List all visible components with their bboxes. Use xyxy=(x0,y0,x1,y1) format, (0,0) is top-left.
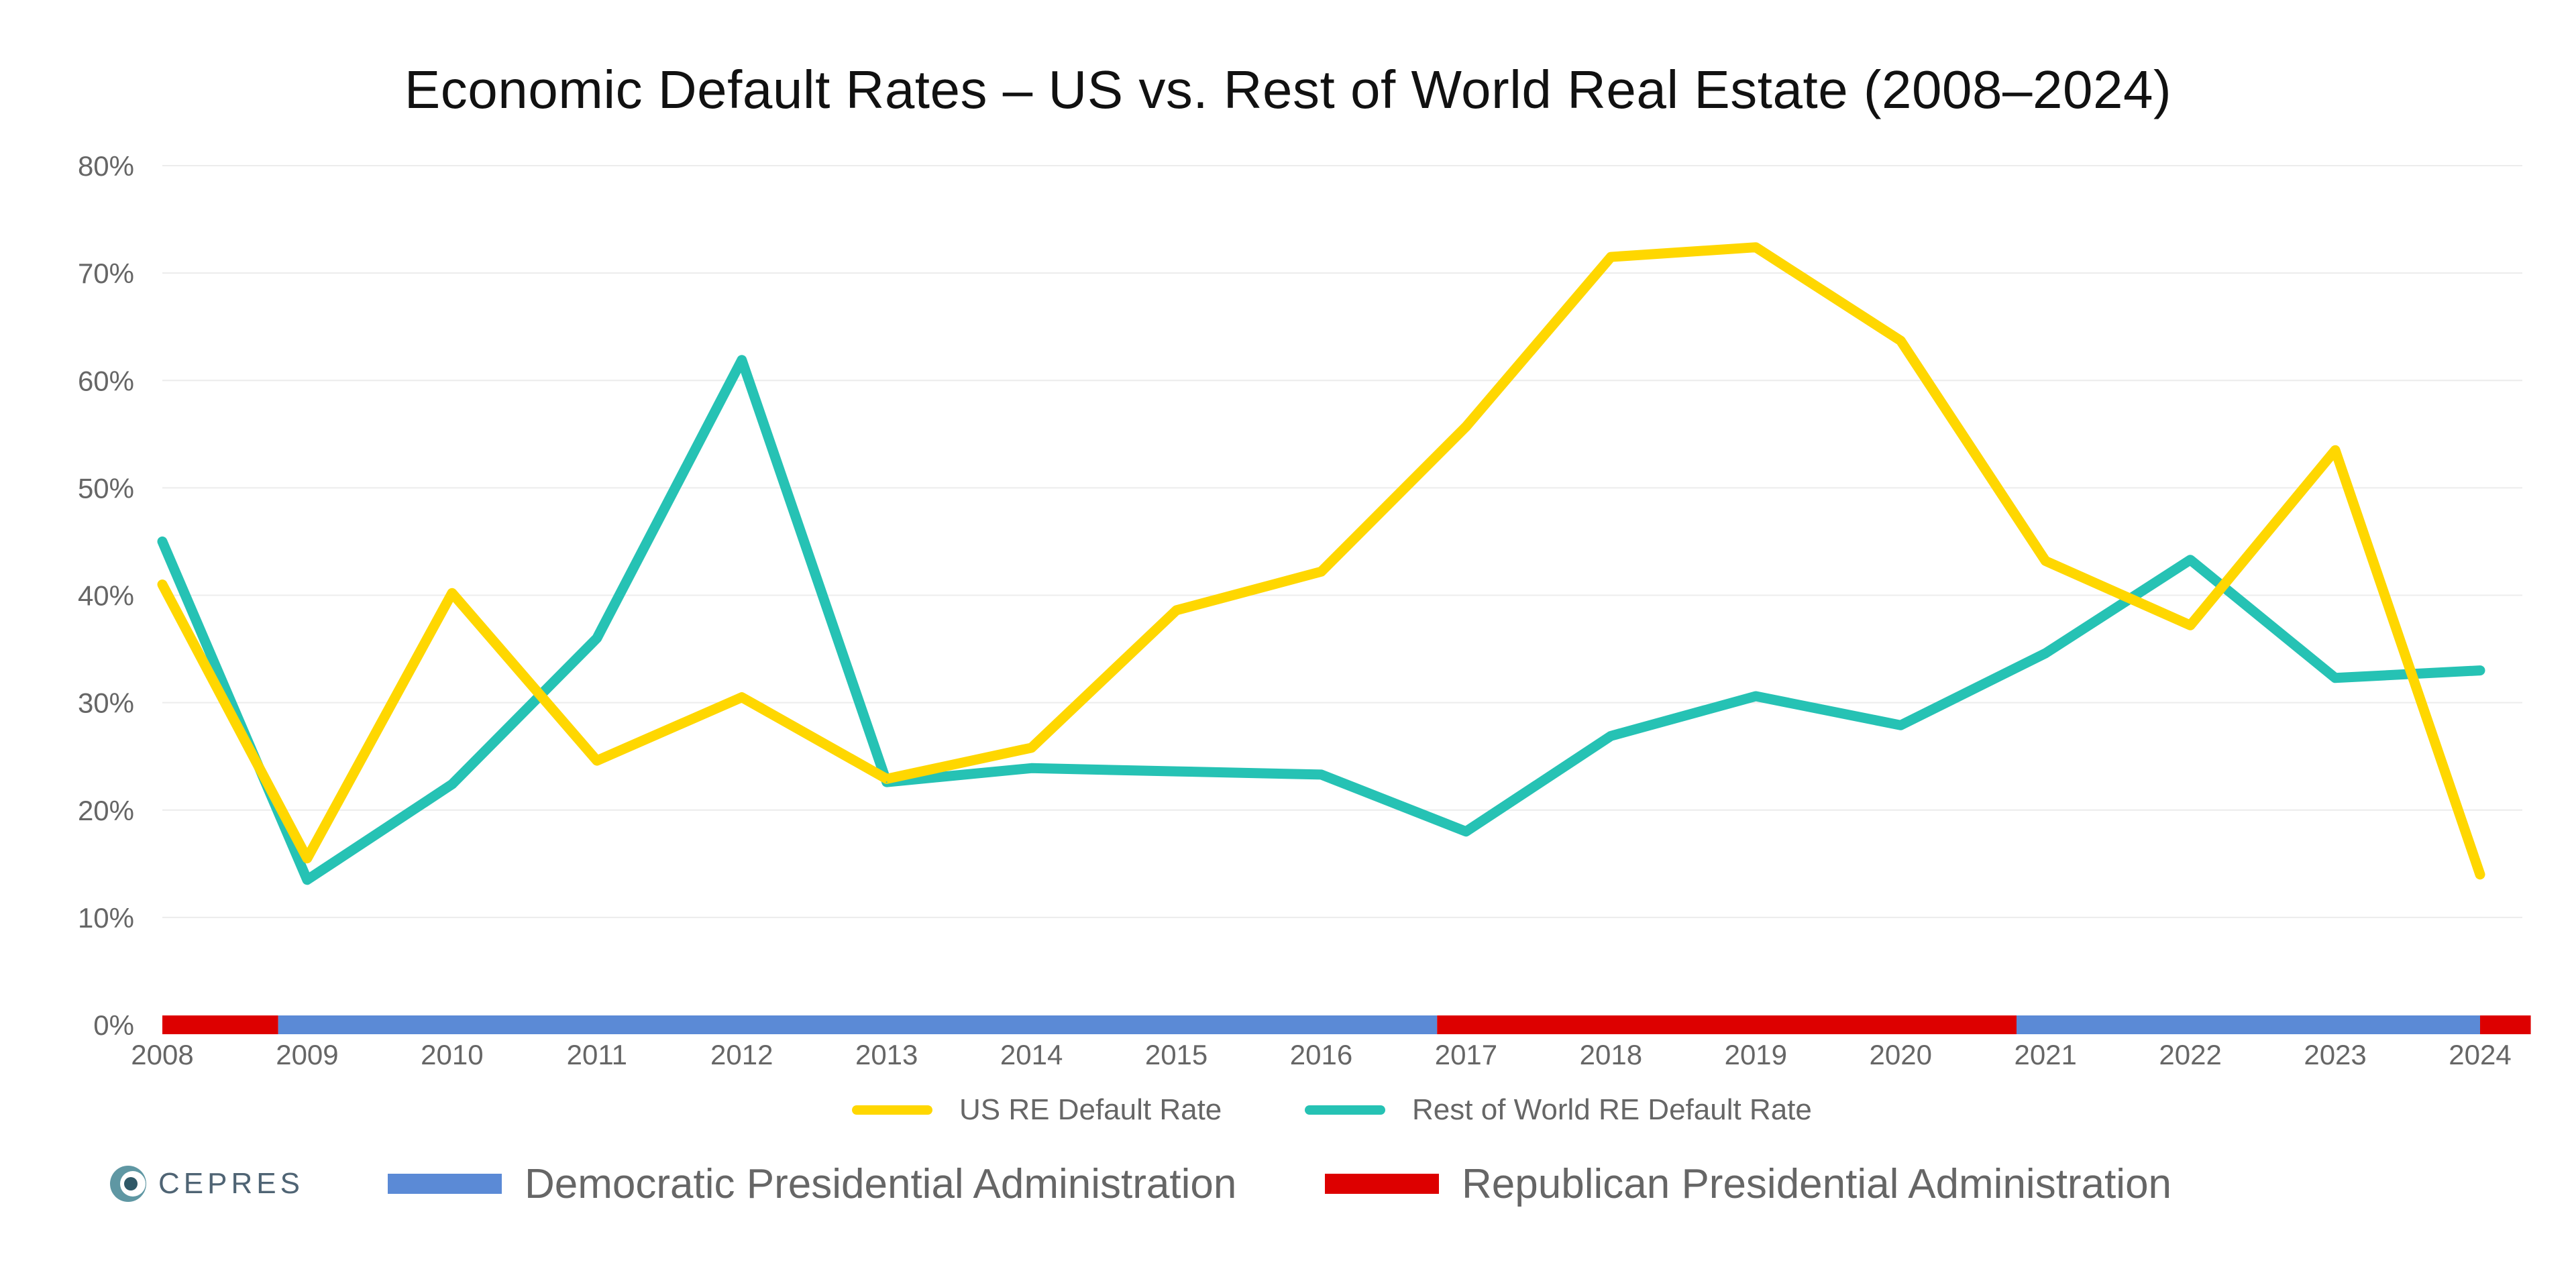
x-tick-label: 2021 xyxy=(2014,1039,2076,1070)
x-tick-label: 2014 xyxy=(1000,1039,1063,1070)
administration-segment-republican xyxy=(2480,1015,2531,1034)
admin-label-republican: Republican Presidential Administration xyxy=(1462,1160,2172,1207)
x-tick-label: 2012 xyxy=(710,1039,773,1070)
x-tick-label: 2017 xyxy=(1435,1039,1497,1070)
data-point xyxy=(2190,624,2192,626)
series-line-0 xyxy=(157,242,2485,880)
series-legend: US RE Default Rate Rest of World RE Defa… xyxy=(0,1090,2576,1130)
x-tick-label: 2022 xyxy=(2159,1039,2221,1070)
data-point xyxy=(162,541,163,543)
data-point xyxy=(741,359,743,361)
administration-segment-republican xyxy=(162,1015,278,1034)
data-point xyxy=(1465,426,1467,428)
data-point xyxy=(2479,669,2481,671)
data-point xyxy=(1755,246,1757,248)
legend-swatch-us xyxy=(852,1105,932,1115)
x-tick-label: 2020 xyxy=(1870,1039,1932,1070)
cepres-logo-icon xyxy=(110,1166,146,1202)
legend-label-row: Rest of World RE Default Rate xyxy=(1412,1093,1812,1126)
y-tick-label: 10% xyxy=(78,902,134,934)
data-point xyxy=(596,637,598,639)
y-tick-label: 50% xyxy=(78,472,134,504)
administration-segment-republican xyxy=(1437,1015,2017,1034)
y-tick-label: 20% xyxy=(78,795,134,826)
y-tick-label: 70% xyxy=(78,258,134,289)
data-point xyxy=(2190,559,2192,561)
x-tick-label: 2023 xyxy=(2304,1039,2366,1070)
x-tick-label: 2013 xyxy=(855,1039,918,1070)
data-point xyxy=(1610,735,1612,737)
x-tick-label: 2015 xyxy=(1145,1039,1208,1070)
data-point xyxy=(741,696,743,698)
data-point xyxy=(1175,771,1177,773)
legend-swatch-row xyxy=(1305,1105,1385,1115)
data-point xyxy=(1320,773,1322,775)
data-point xyxy=(1030,746,1032,749)
legend-item-row: Rest of World RE Default Rate xyxy=(1305,1090,1812,1130)
y-tick-label: 40% xyxy=(78,580,134,612)
legend-item-us: US RE Default Rate xyxy=(852,1090,1222,1130)
data-point xyxy=(1465,830,1467,832)
data-point xyxy=(2334,677,2337,679)
data-point xyxy=(1610,256,1612,258)
x-tick-label: 2024 xyxy=(2449,1039,2511,1070)
administration-segment-democratic xyxy=(278,1015,1438,1034)
administration-band xyxy=(162,1015,2531,1034)
admin-label-democratic: Democratic Presidential Administration xyxy=(525,1160,1237,1207)
x-tick-label: 2011 xyxy=(567,1039,627,1070)
x-axis-ticks: 2008 2009 2010 2011 2012 2013 2014 2015 2016 2017… xyxy=(131,1039,2511,1070)
y-tick-label: 80% xyxy=(78,150,134,182)
gridlines xyxy=(162,165,2522,918)
brand-logo: CEPRES xyxy=(107,1160,304,1207)
x-tick-label: 2018 xyxy=(1580,1039,1642,1070)
data-point xyxy=(596,760,598,762)
y-tick-label: 0% xyxy=(93,1009,134,1041)
x-tick-label: 2009 xyxy=(276,1039,338,1070)
y-tick-label: 60% xyxy=(78,365,134,396)
admin-swatch-republican xyxy=(1325,1174,1439,1194)
data-point xyxy=(451,592,453,594)
data-point xyxy=(1900,340,1902,342)
data-point xyxy=(2045,560,2047,562)
data-point xyxy=(1755,696,1757,698)
brand-name: CEPRES xyxy=(158,1167,304,1200)
data-point xyxy=(162,584,163,586)
x-tick-label: 2016 xyxy=(1290,1039,1352,1070)
data-point xyxy=(451,783,453,785)
series-lines xyxy=(157,242,2485,885)
chart-title: Economic Default Rates – US vs. Rest of … xyxy=(404,60,2172,119)
data-point xyxy=(1030,767,1032,769)
data-point xyxy=(2045,652,2047,654)
x-tick-label: 2008 xyxy=(131,1039,193,1070)
data-point xyxy=(306,879,308,881)
y-axis-ticks: 0% 10% 20% 30% 40% 50% 60% 70% 80% xyxy=(78,150,134,1041)
data-point xyxy=(2479,873,2481,875)
x-tick-label: 2019 xyxy=(1725,1039,1787,1070)
data-point xyxy=(885,781,888,783)
y-tick-label: 30% xyxy=(78,687,134,719)
data-point xyxy=(1900,724,1902,726)
admin-legend-democratic: Democratic Presidential Administration xyxy=(388,1157,1236,1211)
data-point xyxy=(1175,609,1177,611)
data-point xyxy=(885,778,888,780)
administration-segment-democratic xyxy=(2017,1015,2480,1034)
data-point xyxy=(306,857,308,859)
data-point xyxy=(2334,449,2337,451)
series-line-1 xyxy=(157,355,2485,885)
admin-legend-republican: Republican Presidential Administration xyxy=(1325,1157,2171,1211)
admin-swatch-democratic xyxy=(388,1174,502,1194)
legend-label-us: US RE Default Rate xyxy=(959,1093,1222,1126)
administration-legend: Democratic Presidential Administration R… xyxy=(0,1157,2576,1211)
x-tick-label: 2010 xyxy=(421,1039,483,1070)
data-point xyxy=(1320,571,1322,573)
